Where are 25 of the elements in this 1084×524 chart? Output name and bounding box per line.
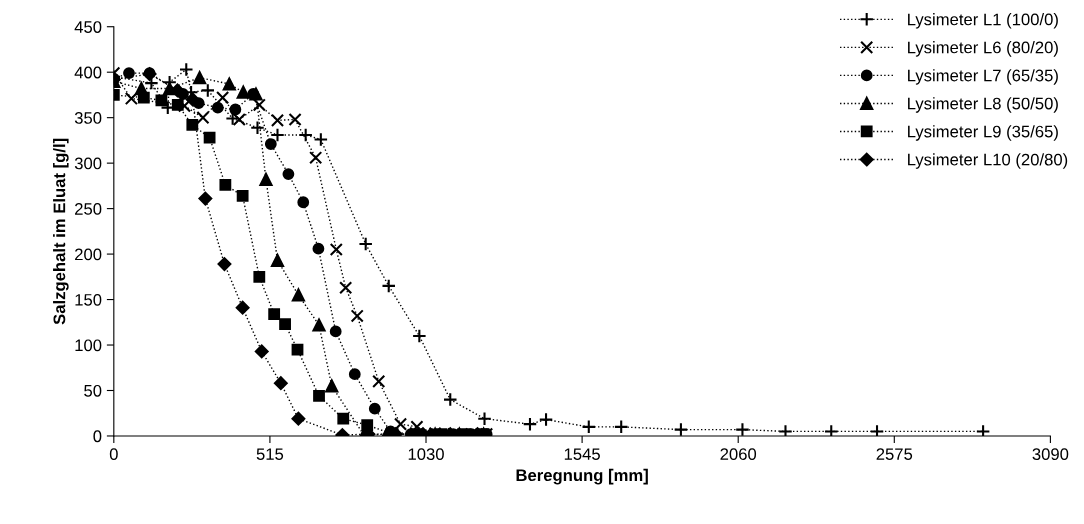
y-tick-label: 350 — [74, 112, 102, 124]
legend-label: Lysimeter L10 (20/80) — [908, 153, 1068, 169]
x-tick-label: 3090 — [1032, 448, 1069, 461]
x-axis-title: Beregnung [mm] — [516, 468, 648, 485]
legend-label: Lysimeter L9 (35/65) — [908, 125, 1058, 141]
y-tick-label: 50 — [84, 384, 102, 397]
y-tick-label: 0 — [93, 430, 102, 443]
y-tick-label: 450 — [74, 21, 102, 33]
x-tick-label: 2575 — [876, 448, 913, 461]
x-tick-label: 2060 — [720, 448, 757, 461]
legend-label: Lysimeter L7 (65/35) — [908, 69, 1058, 85]
x-tick-label: 1030 — [408, 448, 444, 461]
x-tick-label: 515 — [256, 448, 284, 461]
y-tick-label: 150 — [75, 293, 102, 306]
x-tick-label: 1545 — [564, 448, 600, 461]
legend-label: Lysimeter L6 (80/20) — [908, 41, 1058, 57]
y-tick-label: 250 — [75, 203, 102, 215]
x-tick-label: 0 — [109, 448, 118, 461]
y-tick-label: 200 — [75, 248, 102, 261]
legend-label: Lysimeter L8 (50/50) — [908, 97, 1058, 113]
y-tick-label: 300 — [74, 157, 102, 170]
y-axis-title: Salzgehalt im Eluat [g/l] — [53, 138, 69, 325]
y-tick-label: 100 — [75, 339, 102, 352]
legend-label: Lysimeter L1 (100/0) — [908, 13, 1058, 29]
y-tick-label: 400 — [74, 66, 102, 79]
